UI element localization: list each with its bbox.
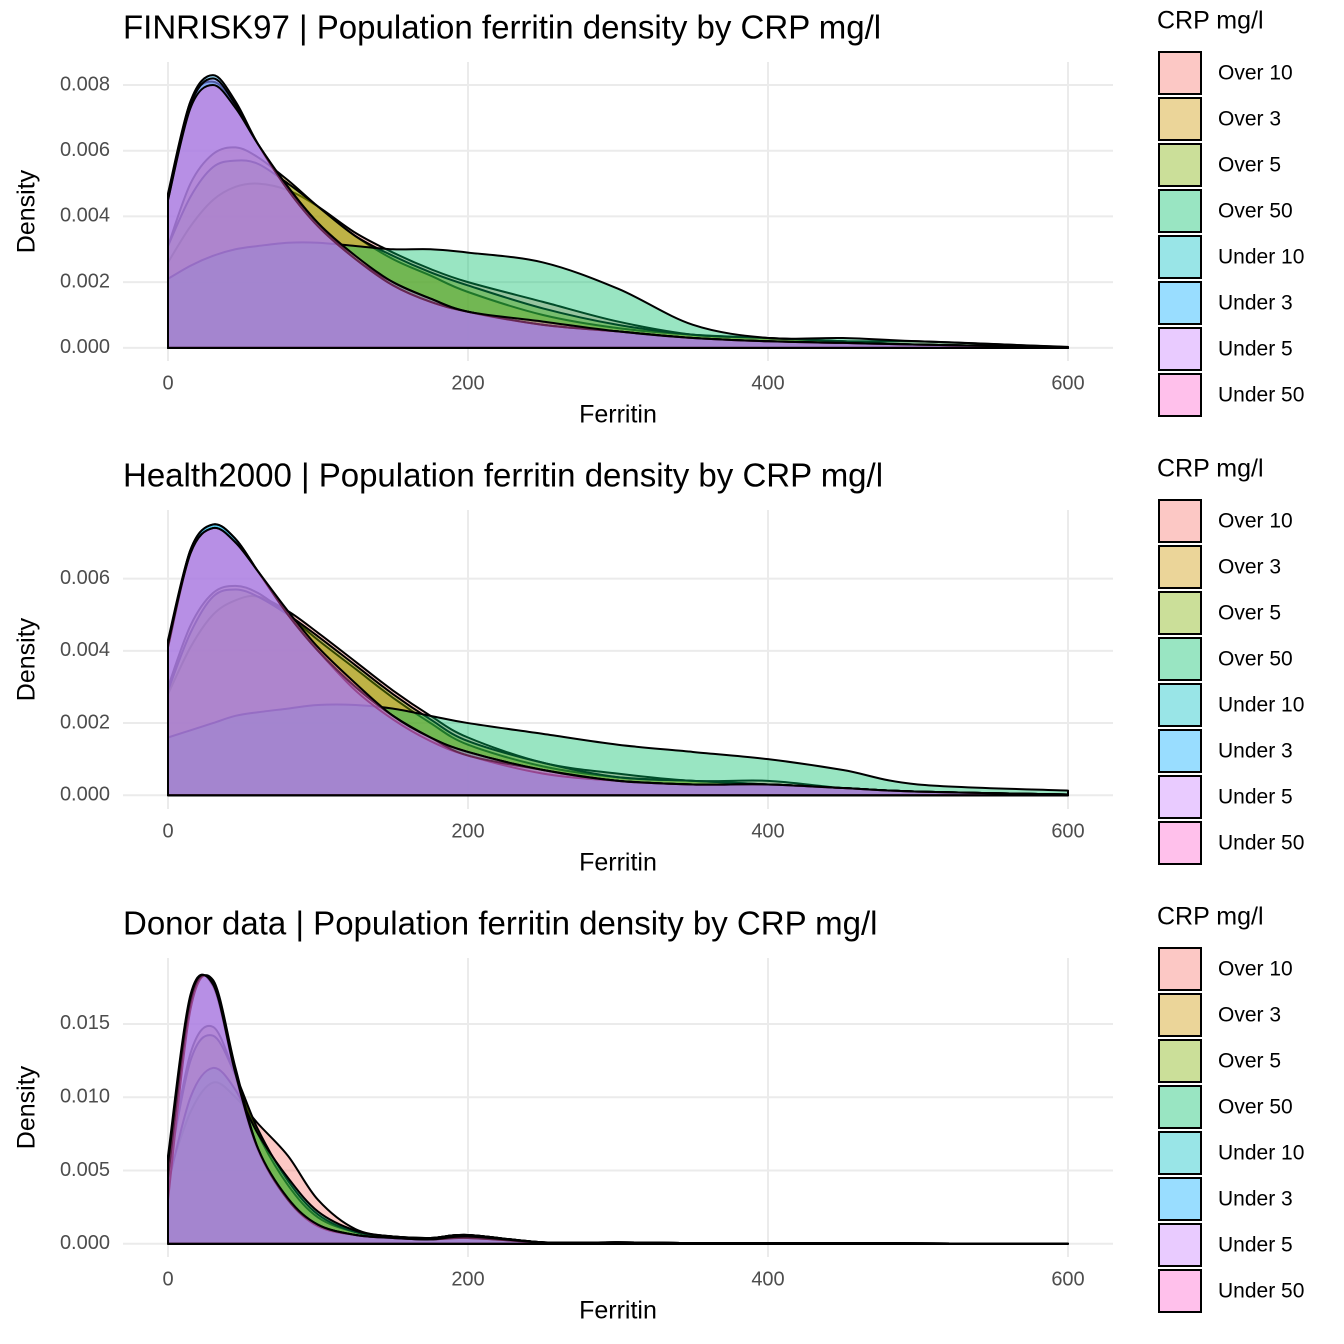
y-tick-label: 0.004 xyxy=(60,205,110,227)
legend-label: Over 5 xyxy=(1218,1050,1281,1073)
density-area xyxy=(167,241,1069,349)
y-tick-label: 0.006 xyxy=(60,567,110,589)
legend-label: Under 5 xyxy=(1218,338,1293,361)
y-tick-label: 0.002 xyxy=(60,711,110,733)
density-area xyxy=(167,526,1069,797)
legend-key xyxy=(1158,499,1202,543)
legend-key xyxy=(1158,637,1202,681)
x-tick-label: 200 xyxy=(451,1268,484,1290)
legend-key xyxy=(1158,51,1202,95)
density-area xyxy=(167,159,1069,349)
y-tick-label: 0.000 xyxy=(60,1232,110,1254)
legend-key xyxy=(1158,97,1202,141)
legend-key xyxy=(1158,1177,1202,1221)
y-axis-title: Density xyxy=(13,1065,41,1149)
x-tick-label: 600 xyxy=(1051,820,1084,842)
legend-label: Under 10 xyxy=(1218,246,1304,269)
x-tick-label: 600 xyxy=(1051,372,1084,394)
y-axis-title: Density xyxy=(13,617,41,701)
chart-title: FINRISK97 | Population ferritin density … xyxy=(123,9,881,46)
x-tick-label: 400 xyxy=(751,372,784,394)
panel: FINRISK97 | Population ferritin density … xyxy=(13,7,1305,429)
x-tick-label: 0 xyxy=(162,1268,173,1290)
legend-label: Over 5 xyxy=(1218,602,1281,625)
density-area xyxy=(167,974,1069,1245)
legend-key xyxy=(1158,993,1202,1037)
density-area xyxy=(167,703,1069,797)
legend-key xyxy=(1158,281,1202,325)
chart-title: Donor data | Population ferritin density… xyxy=(123,905,878,942)
y-axis-title: Density xyxy=(13,169,41,253)
legend-title: CRP mg/l xyxy=(1157,903,1264,931)
legend-label: Under 3 xyxy=(1218,292,1293,315)
x-tick-label: 0 xyxy=(162,820,173,842)
y-tick-label: 0.004 xyxy=(60,639,110,661)
y-tick-label: 0.000 xyxy=(60,336,110,358)
x-tick-label: 200 xyxy=(451,820,484,842)
legend-label: Under 50 xyxy=(1218,384,1304,407)
legend-label: Under 10 xyxy=(1218,694,1304,717)
legend-key xyxy=(1158,947,1202,991)
legend-title: CRP mg/l xyxy=(1157,7,1264,35)
legend-key xyxy=(1158,235,1202,279)
legend-key xyxy=(1158,189,1202,233)
legend-label: Over 3 xyxy=(1218,108,1281,131)
legend-key xyxy=(1158,373,1202,417)
legend-label: Over 10 xyxy=(1218,958,1293,981)
legend-label: Over 3 xyxy=(1218,556,1281,579)
legend-label: Over 10 xyxy=(1218,510,1293,533)
y-tick-label: 0.002 xyxy=(60,270,110,292)
legend-label: Over 10 xyxy=(1218,62,1293,85)
legend-key xyxy=(1158,821,1202,865)
legend-key xyxy=(1158,327,1202,371)
legend-label: Over 3 xyxy=(1218,1004,1281,1027)
legend-label: Under 50 xyxy=(1218,832,1304,855)
legend-label: Under 5 xyxy=(1218,786,1293,809)
x-tick-label: 0 xyxy=(162,372,173,394)
panel: Donor data | Population ferritin density… xyxy=(13,903,1305,1325)
legend-label: Under 50 xyxy=(1218,1280,1304,1303)
legend-key xyxy=(1158,143,1202,187)
legend-key xyxy=(1158,1131,1202,1175)
legend-label: Over 50 xyxy=(1218,1096,1293,1119)
x-tick-label: 200 xyxy=(451,372,484,394)
density-area xyxy=(167,84,1069,349)
panel: Health2000 | Population ferritin density… xyxy=(13,455,1305,877)
legend-key xyxy=(1158,1039,1202,1083)
legend-key xyxy=(1158,1085,1202,1129)
x-tick-label: 600 xyxy=(1051,1268,1084,1290)
legend-label: Over 50 xyxy=(1218,200,1293,223)
y-tick-label: 0.000 xyxy=(60,784,110,806)
legend-label: Over 5 xyxy=(1218,154,1281,177)
legend-label: Under 10 xyxy=(1218,1142,1304,1165)
legend-key xyxy=(1158,729,1202,773)
legend-label: Under 3 xyxy=(1218,1188,1293,1211)
legend-key xyxy=(1158,591,1202,635)
x-tick-label: 400 xyxy=(751,1268,784,1290)
x-axis-title: Ferritin xyxy=(579,401,657,429)
legend-label: Under 5 xyxy=(1218,1234,1293,1257)
y-tick-label: 0.005 xyxy=(60,1159,110,1181)
legend-key xyxy=(1158,775,1202,819)
y-tick-label: 0.008 xyxy=(60,73,110,95)
y-tick-label: 0.006 xyxy=(60,139,110,161)
legend-title: CRP mg/l xyxy=(1157,455,1264,483)
legend-label: Over 50 xyxy=(1218,648,1293,671)
y-tick-label: 0.010 xyxy=(60,1086,110,1108)
x-axis-title: Ferritin xyxy=(579,1297,657,1325)
legend-key xyxy=(1158,1223,1202,1267)
x-tick-label: 400 xyxy=(751,820,784,842)
legend-label: Under 3 xyxy=(1218,740,1293,763)
legend-key xyxy=(1158,683,1202,727)
legend-key xyxy=(1158,545,1202,589)
y-tick-label: 0.015 xyxy=(60,1012,110,1034)
chart-title: Health2000 | Population ferritin density… xyxy=(123,457,883,494)
legend-key xyxy=(1158,1269,1202,1313)
x-axis-title: Ferritin xyxy=(579,849,657,877)
